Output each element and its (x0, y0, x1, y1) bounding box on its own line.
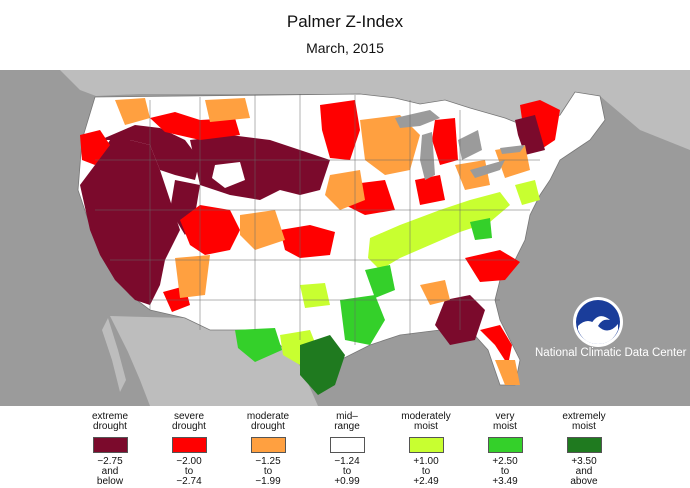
legend-swatch (92, 437, 128, 453)
legend-item-extreme-drought: extreme drought −2.75 and below (65, 410, 155, 487)
region-michigan (432, 118, 458, 165)
legend-label: moderately (401, 411, 451, 422)
lake-michigan (420, 132, 435, 180)
region-louisiana-mississippi (340, 295, 385, 345)
legend-range: +2.49 (413, 476, 439, 487)
region-virginia (470, 218, 492, 240)
legend: extreme drought −2.75 and below severe droug… (0, 410, 690, 488)
baja-california (102, 318, 126, 392)
legend-range: +3.50 (571, 456, 597, 467)
region-colorado-west (180, 205, 240, 255)
legend-label: range (334, 421, 360, 432)
region-ohio-valley (368, 192, 510, 270)
canada (60, 70, 690, 150)
legend-label: moist (572, 421, 596, 432)
legend-range: +1.00 (413, 456, 439, 467)
legend-swatch (329, 437, 365, 453)
legend-item-mid-range: mid– range −1.24 to +0.99 (302, 410, 392, 487)
legend-item-very-moist: very moist +2.50 to +3.49 (460, 410, 550, 487)
legend-item-severe-drought: severe drought −2.00 to −2.74 (144, 410, 234, 487)
legend-range: −2.75 (97, 456, 123, 467)
region-washington-north (115, 98, 150, 125)
legend-swatch (566, 437, 602, 453)
legend-label: very (495, 411, 515, 422)
region-florida-south (495, 360, 520, 385)
us-map (0, 70, 690, 406)
legend-range: to (500, 466, 510, 477)
map-title: Palmer Z-Index (286, 12, 404, 31)
region-minnesota (320, 100, 360, 160)
region-arizona (175, 255, 210, 298)
agency-name: National Climatic Data Center (535, 347, 687, 359)
legend-label: drought (251, 421, 285, 432)
legend-range: to (421, 466, 431, 477)
region-kansas (280, 225, 335, 258)
legend-item-moderately-moist: moderately moist +1.00 to +2.49 (381, 410, 471, 487)
legend-range: +0.99 (334, 476, 360, 487)
legend-label: moist (414, 421, 438, 432)
legend-range: −2.00 (176, 456, 202, 467)
legend-range: to (184, 466, 194, 477)
region-vermont (515, 115, 545, 155)
region-alabama-north (420, 280, 450, 305)
legend-label: mid– (336, 411, 358, 422)
lake-ontario (500, 145, 525, 154)
legend-range: +2.50 (492, 456, 518, 467)
map-panel (0, 70, 690, 406)
map-subtitle: March, 2015 (306, 40, 384, 56)
region-texas-coast (300, 335, 345, 395)
region-indiana (415, 175, 445, 205)
region-montana-northwest (205, 98, 250, 122)
legend-label: moist (493, 421, 517, 432)
region-texas-west (235, 328, 282, 362)
region-colorado-east (240, 210, 285, 250)
lake-huron (458, 130, 482, 160)
legend-range: to (263, 466, 273, 477)
legend-range: −2.74 (176, 476, 202, 487)
legend-range: and (101, 466, 119, 477)
region-oregon-idaho (100, 125, 200, 180)
legend-range: +3.49 (492, 476, 518, 487)
legend-label: severe (173, 411, 204, 422)
legend-item-moderate-drought: moderate drought −1.25 to −1.99 (223, 410, 313, 487)
legend-label: extreme (91, 411, 129, 422)
legend-range: −1.25 (255, 456, 281, 467)
legend-swatch (487, 437, 523, 453)
legend-range: −1.99 (255, 476, 281, 487)
region-oklahoma-south (300, 283, 330, 308)
region-florida-east (480, 325, 512, 365)
legend-label: extremely (562, 411, 606, 422)
legend-swatch (408, 437, 444, 453)
region-wyoming-midrange (212, 162, 245, 188)
legend-range: to (342, 466, 352, 477)
region-washington-coast (80, 130, 110, 165)
legend-swatch (171, 437, 207, 453)
region-arkansas (365, 265, 395, 298)
region-california-nevada (80, 140, 180, 305)
legend-range: −1.24 (334, 456, 360, 467)
legend-swatch (250, 437, 286, 453)
legend-label: drought (93, 421, 127, 432)
lake-erie (470, 160, 505, 178)
region-utah (170, 180, 200, 235)
noaa-logo (572, 296, 624, 348)
region-carolinas (465, 250, 520, 282)
legend-range: and (575, 466, 593, 477)
legend-range: above (570, 476, 598, 487)
state-borders (95, 94, 540, 345)
legend-item-extremely-moist: extremely moist +3.50 and above (539, 410, 629, 487)
region-new-jersey (515, 180, 540, 205)
legend-label: drought (172, 421, 206, 432)
legend-range: below (96, 476, 124, 487)
lake-superior (395, 110, 440, 128)
legend-label: moderate (246, 411, 290, 422)
